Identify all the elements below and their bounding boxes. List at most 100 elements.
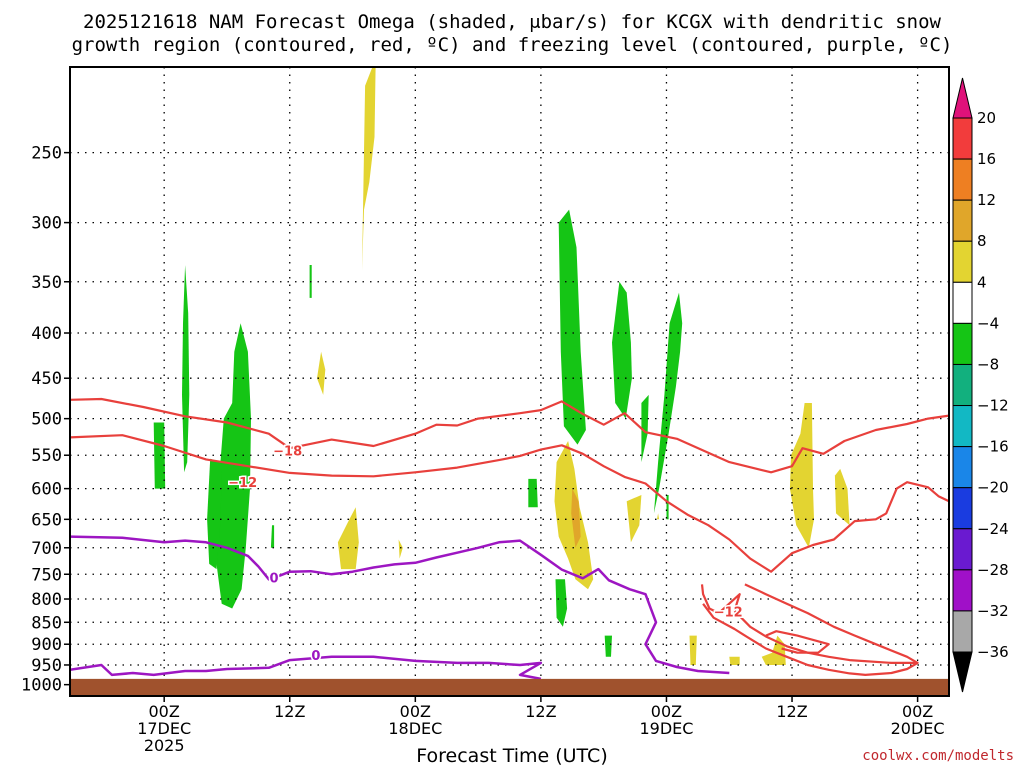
temp-label-0: −18: [273, 444, 302, 459]
grid-layer: [70, 67, 949, 696]
omega-area-2: [153, 422, 166, 489]
freezing-label-0: 0: [270, 571, 279, 586]
omega-shading-layer: [153, 67, 850, 665]
omega-area-10: [641, 394, 649, 463]
ground: [70, 678, 949, 696]
y-tick-label-850: 850: [31, 613, 62, 633]
colorbar-tick-label-1: 16: [977, 150, 996, 168]
colorbar-band-2: [952, 199, 973, 242]
y-tick-label-800: 800: [31, 590, 62, 610]
omega-area-24: [834, 468, 850, 526]
colorbar-band-10: [952, 528, 973, 571]
x-axis-label: Forecast Time (UTC): [416, 745, 608, 767]
y-tick-label-950: 950: [31, 656, 62, 676]
colorbar-tick-label-12: −32: [977, 602, 1009, 620]
chart-title-line-1: 2025121618 NAM Forecast Omega (shaded, μ…: [83, 11, 941, 33]
omega-area-13: [666, 495, 669, 520]
colorbar-top-arrow: [952, 77, 973, 119]
omega-area-16: [337, 507, 359, 570]
freezing-contour-1: [70, 655, 543, 681]
omega-area-0: [182, 265, 190, 473]
temp-contour-0: [70, 397, 949, 474]
x-tick-label-h6-2: 2025: [144, 736, 185, 755]
omega-area-1: [215, 323, 251, 609]
omega-area-11: [653, 292, 683, 514]
x-tick-label-h54-0: 00Z: [651, 702, 682, 721]
colorbar-band-11: [952, 569, 973, 612]
colorbar-tick-label-13: −36: [977, 643, 1009, 661]
colorbar: 20 16 12 8 4 −4 −8 −12 −16 −20 −24 −28 −32 −36: [952, 77, 1009, 693]
colorbar-band-6: [952, 363, 973, 407]
omega-area-15: [317, 351, 326, 395]
y-tick-label-400: 400: [31, 324, 62, 344]
temp-contour-3: [744, 583, 919, 664]
y-tick-label-550: 550: [31, 446, 62, 466]
omega-area-25: [729, 656, 740, 665]
omega-area-17: [398, 539, 403, 559]
omega-area-8: [555, 579, 568, 627]
chart-title-line-2: growth region (contoured, red, ºC) and f…: [71, 34, 953, 56]
x-tick-label-h66-0: 12Z: [776, 702, 807, 721]
temp-contour-1: [70, 434, 949, 573]
site-credit[interactable]: coolwx.com/modelts: [862, 748, 1014, 764]
temp-label-2: −12: [714, 605, 743, 620]
x-tick-label-h30-1: 18DEC: [388, 719, 442, 738]
y-axis: 2503003504004505005506006507007508008509…: [21, 144, 70, 696]
plot-frame: [69, 66, 950, 697]
colorbar-band-0: [952, 117, 973, 160]
x-tick-label-h18-0: 12Z: [274, 702, 305, 721]
colorbar-tick-label-10: −24: [977, 520, 1009, 538]
x-tick-label-h6-0: 00Z: [149, 702, 180, 721]
omega-area-12: [604, 635, 612, 657]
temp-contour-4: [765, 630, 830, 654]
colorbar-band-9: [952, 487, 973, 530]
y-tick-label-500: 500: [31, 410, 62, 430]
y-tick-label-250: 250: [31, 144, 62, 164]
colorbar-tick-label-4: 4: [977, 273, 987, 291]
omega-area-19: [583, 488, 586, 502]
colorbar-band-1: [952, 158, 973, 201]
colorbar-band-12: [952, 610, 973, 653]
y-tick-label-700: 700: [31, 539, 62, 559]
omega-area-5: [270, 525, 275, 548]
omega-area-6: [528, 478, 538, 508]
colorbar-tick-label-11: −28: [977, 561, 1009, 579]
y-tick-label-750: 750: [31, 565, 62, 585]
colorbar-tick-label-0: 20: [977, 109, 996, 127]
x-tick-label-h78-0: 00Z: [902, 702, 933, 721]
temperature-contour-layer: [70, 397, 949, 677]
colorbar-band-3: [952, 240, 973, 283]
y-tick-label-450: 450: [31, 369, 62, 389]
omega-area-9: [612, 281, 632, 419]
colorbar-tick-label-8: −16: [977, 438, 1009, 456]
omega-area-21: [657, 513, 660, 520]
x-tick-label-h42-0: 12Z: [525, 702, 556, 721]
x-tick-label-h78-1: 20DEC: [891, 719, 945, 738]
colorbar-band-5: [952, 322, 973, 365]
freezing-label-1: 0: [311, 649, 320, 664]
omega-area-23: [789, 403, 814, 548]
x-tick-label-h54-1: 19DEC: [639, 719, 693, 738]
omega-area-20: [626, 495, 642, 543]
x-tick-label-h6-1: 17DEC: [137, 719, 191, 738]
colorbar-band-8: [952, 446, 973, 489]
omega-area-14: [362, 67, 376, 271]
y-tick-label-900: 900: [31, 635, 62, 655]
colorbar-tick-label-2: 12: [977, 191, 996, 209]
y-tick-label-1000: 1000: [21, 676, 62, 696]
freezing-contour-0: [70, 535, 730, 675]
colorbar-bottom-arrow: [952, 651, 973, 693]
ground-layer: [70, 678, 949, 696]
colorbar-tick-label-6: −8: [977, 355, 999, 373]
contour-label-layer: −18 −12 −12 0 0: [227, 443, 745, 666]
colorbar-tick-label-5: −4: [977, 314, 999, 332]
omega-area-27: [571, 488, 581, 548]
y-tick-label-600: 600: [31, 480, 62, 500]
y-tick-label-300: 300: [31, 214, 62, 234]
colorbar-band-7: [952, 405, 973, 448]
omega-area-3: [207, 458, 222, 570]
y-tick-label-350: 350: [31, 273, 62, 293]
freezing-level-layer: [70, 535, 730, 681]
